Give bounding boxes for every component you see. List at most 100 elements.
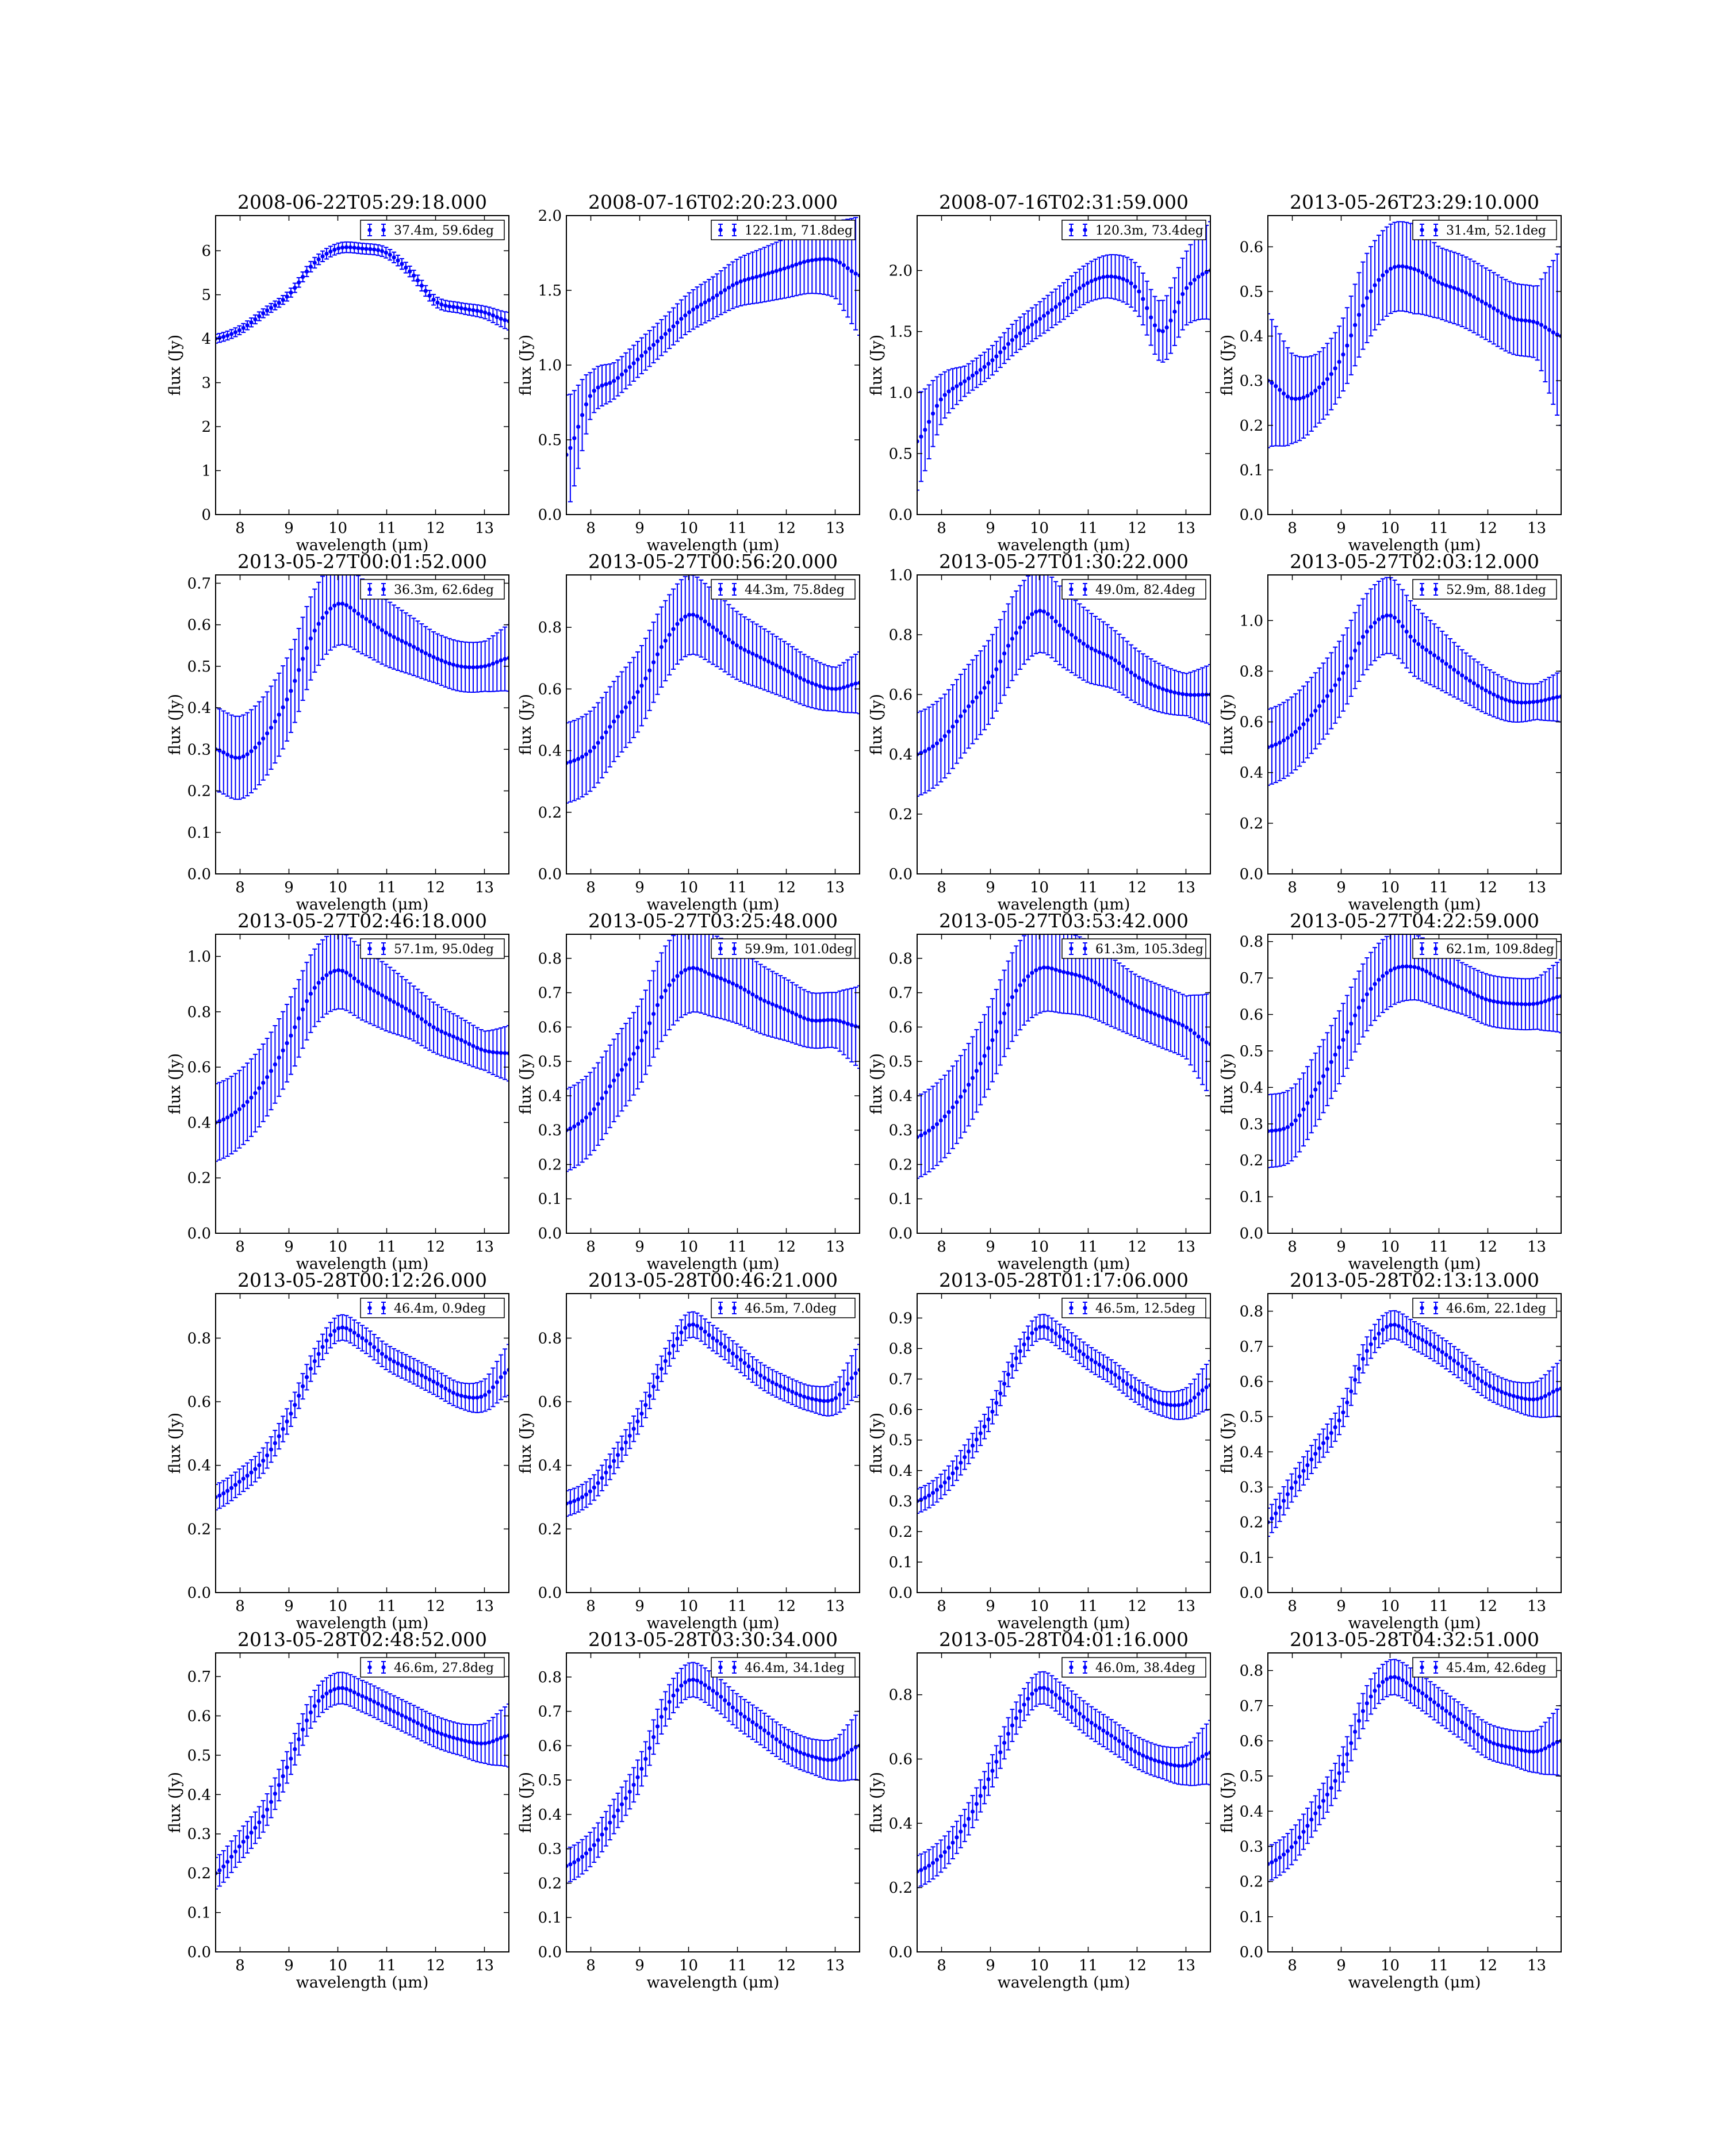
data-point [1137,676,1141,680]
y-tick-label: 0.8 [187,1004,211,1021]
data-point [719,290,723,295]
data-point [1180,692,1185,696]
y-tick-label: 2.0 [538,208,562,225]
data-point [679,317,684,321]
x-tick-label: 8 [235,879,245,896]
data-point [798,1014,803,1019]
data-point [806,1017,811,1022]
data-point [1081,283,1086,288]
data-point [730,981,735,986]
data-point [1535,699,1540,704]
data-point [1444,979,1448,984]
data-point [261,736,266,741]
data-point [963,379,967,383]
data-point [974,370,979,375]
data-point [1121,277,1125,281]
y-tick-label: 0.1 [889,1191,913,1208]
y-tick-label: 0.1 [187,824,211,842]
data-point [289,290,293,295]
data-point [639,684,644,688]
data-point [289,1033,293,1038]
y-tick-label: 0.3 [889,1122,913,1140]
data-point [734,281,739,286]
data-point [576,424,581,429]
data-point [1543,697,1548,703]
x-tick-label: 13 [1176,879,1195,896]
data-point [1034,320,1038,324]
x-tick-label: 11 [377,1598,396,1615]
data-point [938,397,943,402]
data-point [494,659,499,665]
data-point [774,663,779,668]
data-point [699,1326,703,1331]
data-point [324,1338,329,1343]
data-point [619,1447,624,1451]
data-point [1070,292,1074,297]
data-point [404,265,408,270]
data-point [794,1391,799,1396]
data-point [1551,996,1555,1001]
data-point [966,376,971,381]
data-point [814,1397,818,1402]
data-point [1389,266,1393,271]
data-point [770,661,775,666]
data-point [978,690,983,695]
y-tick-label: 1.0 [1240,612,1263,630]
data-point [770,270,775,274]
data-point [612,1459,616,1463]
x-axis-label: wavelength (μm) [998,1255,1130,1273]
data-point [1313,388,1318,393]
data-point [726,285,731,290]
data-point [786,669,791,674]
x-tick-label: 10 [328,520,347,537]
data-point [344,245,349,250]
data-point [1053,619,1058,624]
data-point [754,1370,759,1375]
data-point [849,1376,854,1380]
data-point [1432,278,1437,282]
data-point [786,1387,791,1392]
data-point [467,307,471,312]
data-point [1475,993,1480,998]
legend-marker [732,946,737,951]
legend-label: 46.4m, 0.9deg [394,1302,486,1316]
legend-marker [1083,228,1087,232]
x-axis-label: wavelength (μm) [647,896,780,914]
data-point [679,970,684,975]
data-point [253,317,258,322]
data-point [336,968,341,973]
data-point [264,1453,270,1458]
x-tick-label: 12 [426,1598,445,1615]
data-point [659,335,664,340]
y-tick-label: 0.8 [538,950,562,968]
data-point [1377,278,1381,282]
data-point [400,639,404,643]
y-tick-label: 1.0 [889,567,913,584]
data-point [396,1002,400,1007]
data-point [1053,968,1058,972]
subplot-5: 2013-05-27T00:01:52.000 8 9 10 11 12 13 0.0 0.1 0… [166,550,509,914]
data-point [490,661,496,666]
x-tick-label: 9 [1336,520,1346,537]
data-point [336,601,341,606]
data-point [455,305,460,310]
y-tick-label: 0.4 [1240,328,1263,346]
data-point [1002,651,1007,656]
data-point [1002,346,1007,351]
legend-box [711,579,856,600]
y-tick-label: 0.4 [1240,765,1263,782]
data-point [982,685,987,690]
data-point [356,246,361,251]
data-point [647,668,652,673]
data-point [439,1029,444,1034]
data-point [1381,974,1385,979]
data-point [627,365,632,370]
data-series [566,1311,860,1517]
data-point [411,1369,416,1374]
data-point [328,1333,333,1337]
data-point [954,384,959,389]
data-point [1297,726,1302,731]
data-point [1176,300,1181,305]
data-point [1483,997,1488,1002]
data-point [1325,694,1329,699]
